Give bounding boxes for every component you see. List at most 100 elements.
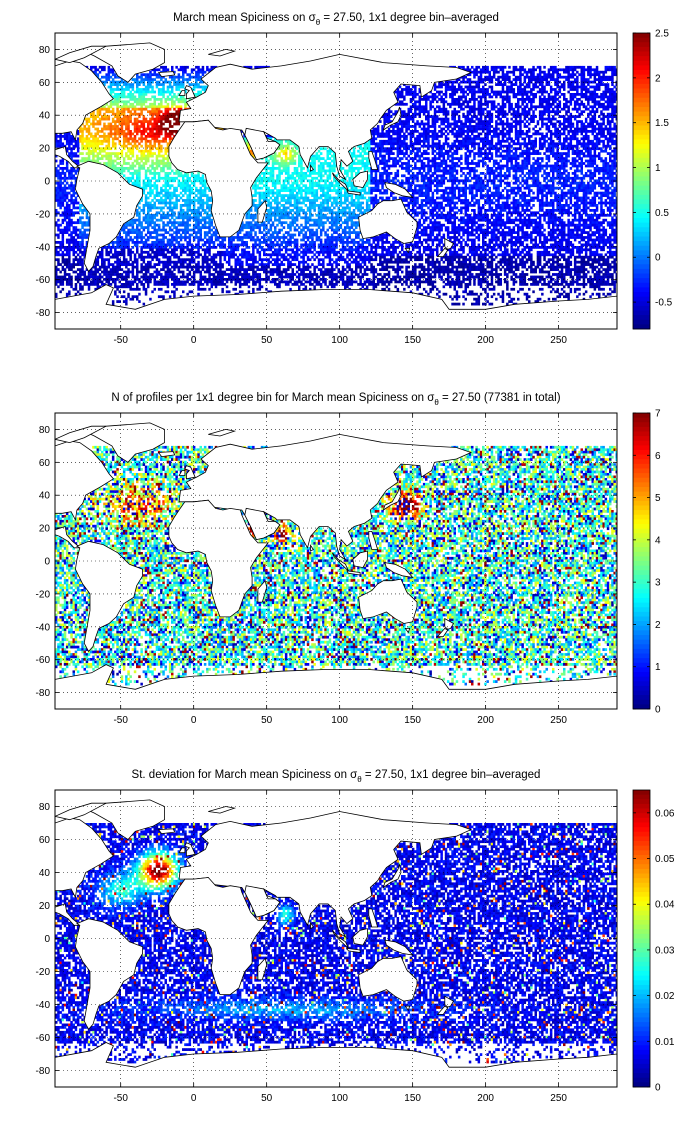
- land-polygon: [384, 562, 414, 578]
- colorbar-swatch: [633, 245, 650, 251]
- colorbar-swatch: [633, 836, 650, 842]
- colorbar: 7 6 5 4 3 2 1 0: [632, 409, 661, 716]
- colorbar-swatch: [633, 938, 650, 944]
- colorbar-swatch: [633, 685, 650, 691]
- panel-title: N of profiles per 1x1 degree bin for Mar…: [111, 392, 560, 407]
- colorbar-swatch: [633, 602, 650, 608]
- title-subscript: θ: [316, 18, 321, 27]
- colorbar-swatch: [633, 957, 650, 963]
- land-polygon: [55, 802, 107, 821]
- colorbar-swatch: [633, 611, 650, 617]
- colorbar-tick-label: 1.5: [655, 118, 669, 129]
- colorbar-swatch: [633, 324, 650, 330]
- colorbar-swatch: [633, 961, 650, 967]
- colorbar-swatch: [633, 436, 650, 442]
- x-tick-label: 0: [191, 1093, 197, 1104]
- colorbar-swatch: [633, 850, 650, 856]
- colorbar-swatch: [633, 794, 650, 800]
- colorbar-swatch: [633, 910, 650, 916]
- colorbar-swatch: [633, 505, 650, 511]
- colorbar-swatch: [633, 426, 650, 432]
- colorbar-swatch: [633, 459, 650, 465]
- x-tick-label: 200: [477, 1093, 494, 1104]
- colorbar-swatch: [633, 1063, 650, 1069]
- colorbar-swatch: [633, 892, 650, 898]
- colorbar-swatch: [633, 473, 650, 479]
- colorbar-swatch: [633, 831, 650, 837]
- land-polygon: [55, 284, 617, 329]
- y-tick-label: -20: [36, 589, 51, 600]
- colorbar-swatch: [633, 116, 650, 122]
- colorbar-swatch: [633, 296, 650, 302]
- colorbar: 0.06 0.05 0.04 0.03 0.02 0.01 0: [632, 789, 675, 1094]
- land-polygon: [257, 957, 268, 981]
- colorbar-swatch: [633, 1035, 650, 1041]
- colorbar-swatch: [633, 487, 650, 493]
- colorbar-frame: [632, 32, 651, 330]
- colorbar-swatch: [633, 255, 650, 261]
- colorbar-swatch: [633, 1068, 650, 1074]
- colorbar-tick-label: 0.02: [655, 991, 675, 1002]
- land-polygon: [157, 71, 176, 78]
- colorbar-swatch: [633, 919, 650, 925]
- colorbar-swatch: [633, 162, 650, 168]
- x-tick-label: 250: [550, 715, 567, 726]
- y-tick-label: 60: [39, 78, 51, 89]
- colorbar-swatch: [633, 859, 650, 865]
- land-polygon: [244, 885, 281, 918]
- land-polygon: [208, 48, 237, 57]
- x-tick-label: 50: [261, 715, 273, 726]
- colorbar-swatch: [633, 60, 650, 66]
- colorbar-swatch: [633, 56, 650, 62]
- heatmap-cells: [55, 445, 617, 686]
- colorbar-swatch: [633, 93, 650, 99]
- colorbar-swatch: [633, 468, 650, 474]
- colorbar-swatch: [633, 231, 650, 237]
- colorbar-tick-label: 4: [655, 535, 661, 546]
- gridlines: [55, 33, 617, 329]
- land-polygon: [55, 1042, 617, 1087]
- land-polygon: [368, 908, 379, 928]
- colorbar-swatch: [633, 1073, 650, 1079]
- colorbar-swatch: [633, 579, 650, 585]
- colorbar-swatch: [633, 176, 650, 182]
- colorbar-swatch: [633, 630, 650, 636]
- colorbar-swatch: [633, 491, 650, 497]
- land-polygon: [257, 199, 268, 223]
- colorbar-swatch: [633, 966, 650, 972]
- panel-1: March mean Spiciness on σθ = 27.50, 1x1 …: [36, 12, 673, 346]
- colorbar-swatch: [633, 588, 650, 594]
- land-polygon: [178, 847, 186, 854]
- colorbar-swatch: [633, 259, 650, 265]
- colorbar-swatch: [633, 607, 650, 613]
- title-text-end: = 27.50, 1x1 degree bin–averaged: [320, 12, 499, 24]
- colorbar-swatch: [633, 450, 650, 456]
- colorbar-swatch: [633, 482, 650, 488]
- colorbar-tick-label: 7: [655, 409, 661, 420]
- land-polygon: [208, 428, 237, 437]
- colorbar-swatch: [633, 70, 650, 76]
- x-tick-label: 150: [404, 715, 421, 726]
- colorbar-swatch: [633, 704, 650, 710]
- colorbar-swatch: [633, 1017, 650, 1023]
- y-tick-label: -20: [36, 967, 51, 978]
- y-tick-label: 20: [39, 144, 51, 155]
- colorbar-swatch: [633, 994, 650, 1000]
- colorbar-swatch: [633, 241, 650, 247]
- colorbar-swatch: [633, 130, 650, 136]
- colorbar-swatch: [633, 190, 650, 196]
- x-tick-label: 150: [404, 1093, 421, 1104]
- colorbar-tick-label: -0.5: [655, 298, 673, 309]
- land-polygon: [404, 1005, 411, 1012]
- colorbar-swatch: [633, 227, 650, 233]
- y-tick-label: -40: [36, 242, 51, 253]
- heatmap-cells: [55, 823, 617, 1064]
- colorbar-swatch: [633, 975, 650, 981]
- colorbar-tick-label: 2: [655, 620, 661, 631]
- colorbar-swatch: [633, 672, 650, 678]
- colorbar-swatch: [633, 97, 650, 103]
- colorbar-swatch: [633, 413, 650, 419]
- colorbar-swatch: [633, 841, 650, 847]
- colorbar-swatch: [633, 102, 650, 108]
- colorbar-swatch: [633, 845, 650, 851]
